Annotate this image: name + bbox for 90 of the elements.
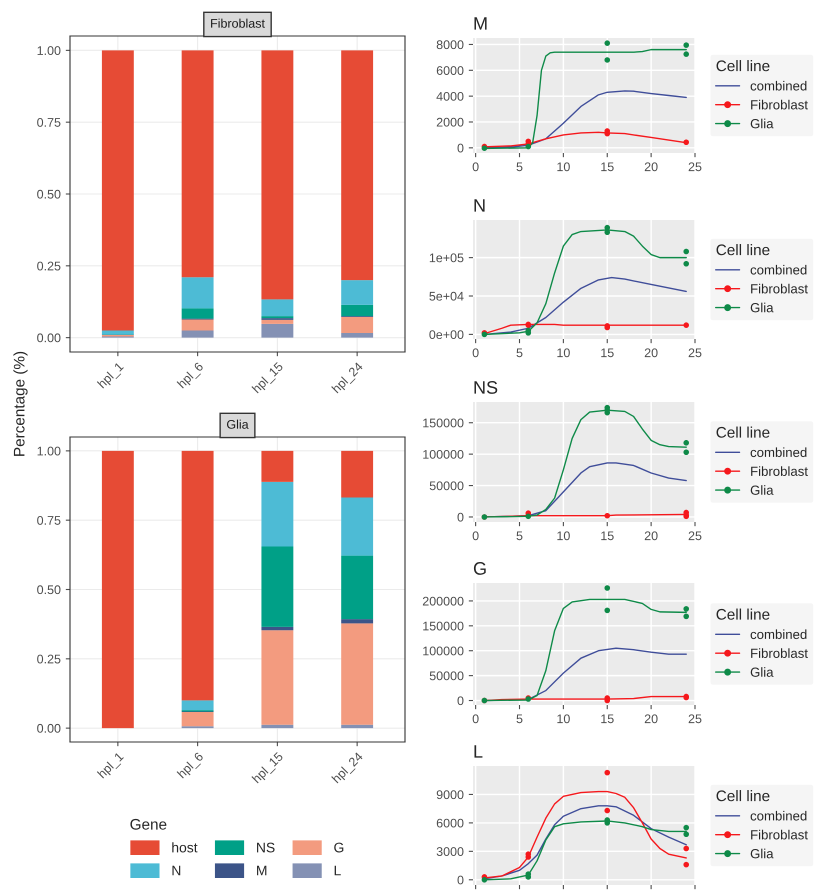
- chart-title: Fibroblast: [211, 18, 265, 28]
- legend-label: Glia: [750, 667, 774, 677]
- y-tick-label: 200000: [422, 596, 464, 606]
- legend-title: Cell line: [716, 608, 770, 620]
- y-tick-label: 9000: [436, 790, 464, 800]
- y-tick-label: 0.75: [37, 118, 60, 127]
- legend-label: NS: [257, 842, 275, 852]
- y-tick-label: 100000: [423, 450, 464, 459]
- legend-label: combined: [750, 447, 806, 458]
- y-tick-label: 2000: [436, 118, 464, 127]
- chart-title: G: [474, 562, 486, 575]
- legend-label: M: [257, 866, 266, 876]
- legend-label: Fibroblast: [751, 100, 808, 110]
- x-tick-label: 20: [644, 714, 658, 724]
- y-tick-label: 100000: [423, 646, 464, 656]
- legend-label: G: [334, 842, 344, 852]
- legend-label: Fibroblast: [751, 466, 808, 476]
- y-tick-label: 0: [458, 696, 464, 706]
- y-tick-label: 50000: [430, 671, 464, 680]
- x-tick-label: 15: [601, 531, 614, 540]
- legend-label: combined: [750, 810, 806, 821]
- y-tick-label: 1e+05: [430, 253, 464, 262]
- legend-label: host: [172, 842, 198, 852]
- x-tick-label: 5: [516, 348, 522, 358]
- y-tick-label: 0.25: [37, 262, 60, 270]
- chart-title: M: [474, 17, 487, 30]
- y-tick-label: 0.75: [37, 516, 60, 525]
- x-tick-label: 15: [601, 348, 614, 358]
- legend-title: Gene: [130, 818, 166, 830]
- legend-label: Fibroblast: [751, 284, 808, 294]
- y-tick-label: 6000: [436, 818, 464, 828]
- x-tick-label: 25: [688, 162, 702, 172]
- x-tick-label: 5: [516, 531, 522, 540]
- x-tick-label: 15: [601, 162, 614, 172]
- legend-label: N: [172, 866, 180, 876]
- y-tick-label: 50000: [430, 481, 464, 490]
- x-tick-label: 0: [472, 531, 479, 540]
- y-tick-label: 0e+00: [429, 330, 464, 340]
- x-tick-label: 25: [688, 714, 702, 724]
- x-tick-label: 0: [472, 714, 479, 724]
- x-tick-label: 10: [557, 162, 570, 172]
- legend-title: Cell line: [716, 790, 770, 802]
- legend-label: combined: [750, 629, 806, 640]
- legend-title: Cell line: [716, 60, 770, 72]
- y-tick-label: 4000: [436, 92, 464, 101]
- legend-label: Glia: [750, 485, 774, 495]
- y-tick-label: 0: [458, 512, 464, 522]
- y-tick-label: 0.00: [37, 333, 60, 342]
- legend-title: Cell line: [716, 244, 770, 256]
- chart-title: L: [474, 745, 482, 758]
- y-axis-title: Percentage (%): [13, 352, 28, 456]
- y-tick-label: 0.25: [37, 654, 60, 664]
- x-tick-label: 0: [472, 162, 479, 172]
- legend-label: Fibroblast: [751, 830, 808, 840]
- y-tick-label: 1.00: [38, 46, 60, 56]
- x-tick-label: 10: [557, 531, 570, 540]
- legend-label: Glia: [750, 302, 774, 312]
- legend-label: L: [334, 866, 341, 876]
- x-tick-label: 5: [516, 714, 522, 724]
- legend-label: Glia: [750, 848, 774, 858]
- x-tick-label: 20: [644, 531, 658, 540]
- y-tick-label: 6000: [436, 66, 464, 75]
- y-tick-label: 0.50: [37, 190, 60, 199]
- chart-title: Glia: [227, 420, 249, 429]
- x-tick-label: 10: [557, 714, 570, 724]
- x-tick-label: 25: [688, 348, 702, 358]
- y-tick-label: 0: [458, 876, 464, 884]
- legend-label: Fibroblast: [751, 648, 808, 658]
- y-tick-label: 5e+04: [429, 292, 464, 301]
- y-tick-label: 150000: [423, 418, 464, 428]
- y-tick-label: 0.00: [37, 724, 60, 733]
- x-tick-label: 10: [557, 348, 570, 358]
- legend-label: combined: [750, 80, 806, 91]
- x-tick-label: 20: [644, 162, 658, 172]
- y-tick-label: 0.50: [37, 585, 60, 594]
- legend-title: Cell line: [716, 426, 770, 438]
- legend-label: Glia: [750, 118, 774, 128]
- x-tick-label: 5: [516, 162, 522, 172]
- x-tick-label: 15: [601, 714, 614, 724]
- chart-title: N: [474, 199, 485, 212]
- y-tick-label: 8000: [436, 40, 464, 50]
- x-tick-label: 25: [688, 531, 702, 540]
- y-tick-label: 150000: [423, 622, 464, 630]
- y-tick-label: 1.00: [38, 446, 60, 456]
- y-tick-label: 3000: [436, 847, 464, 856]
- x-tick-label: 0: [472, 348, 479, 358]
- x-tick-label: 20: [644, 348, 658, 358]
- chart-title: NS: [474, 381, 498, 394]
- y-tick-label: 0: [458, 144, 464, 152]
- legend-label: combined: [750, 264, 806, 275]
